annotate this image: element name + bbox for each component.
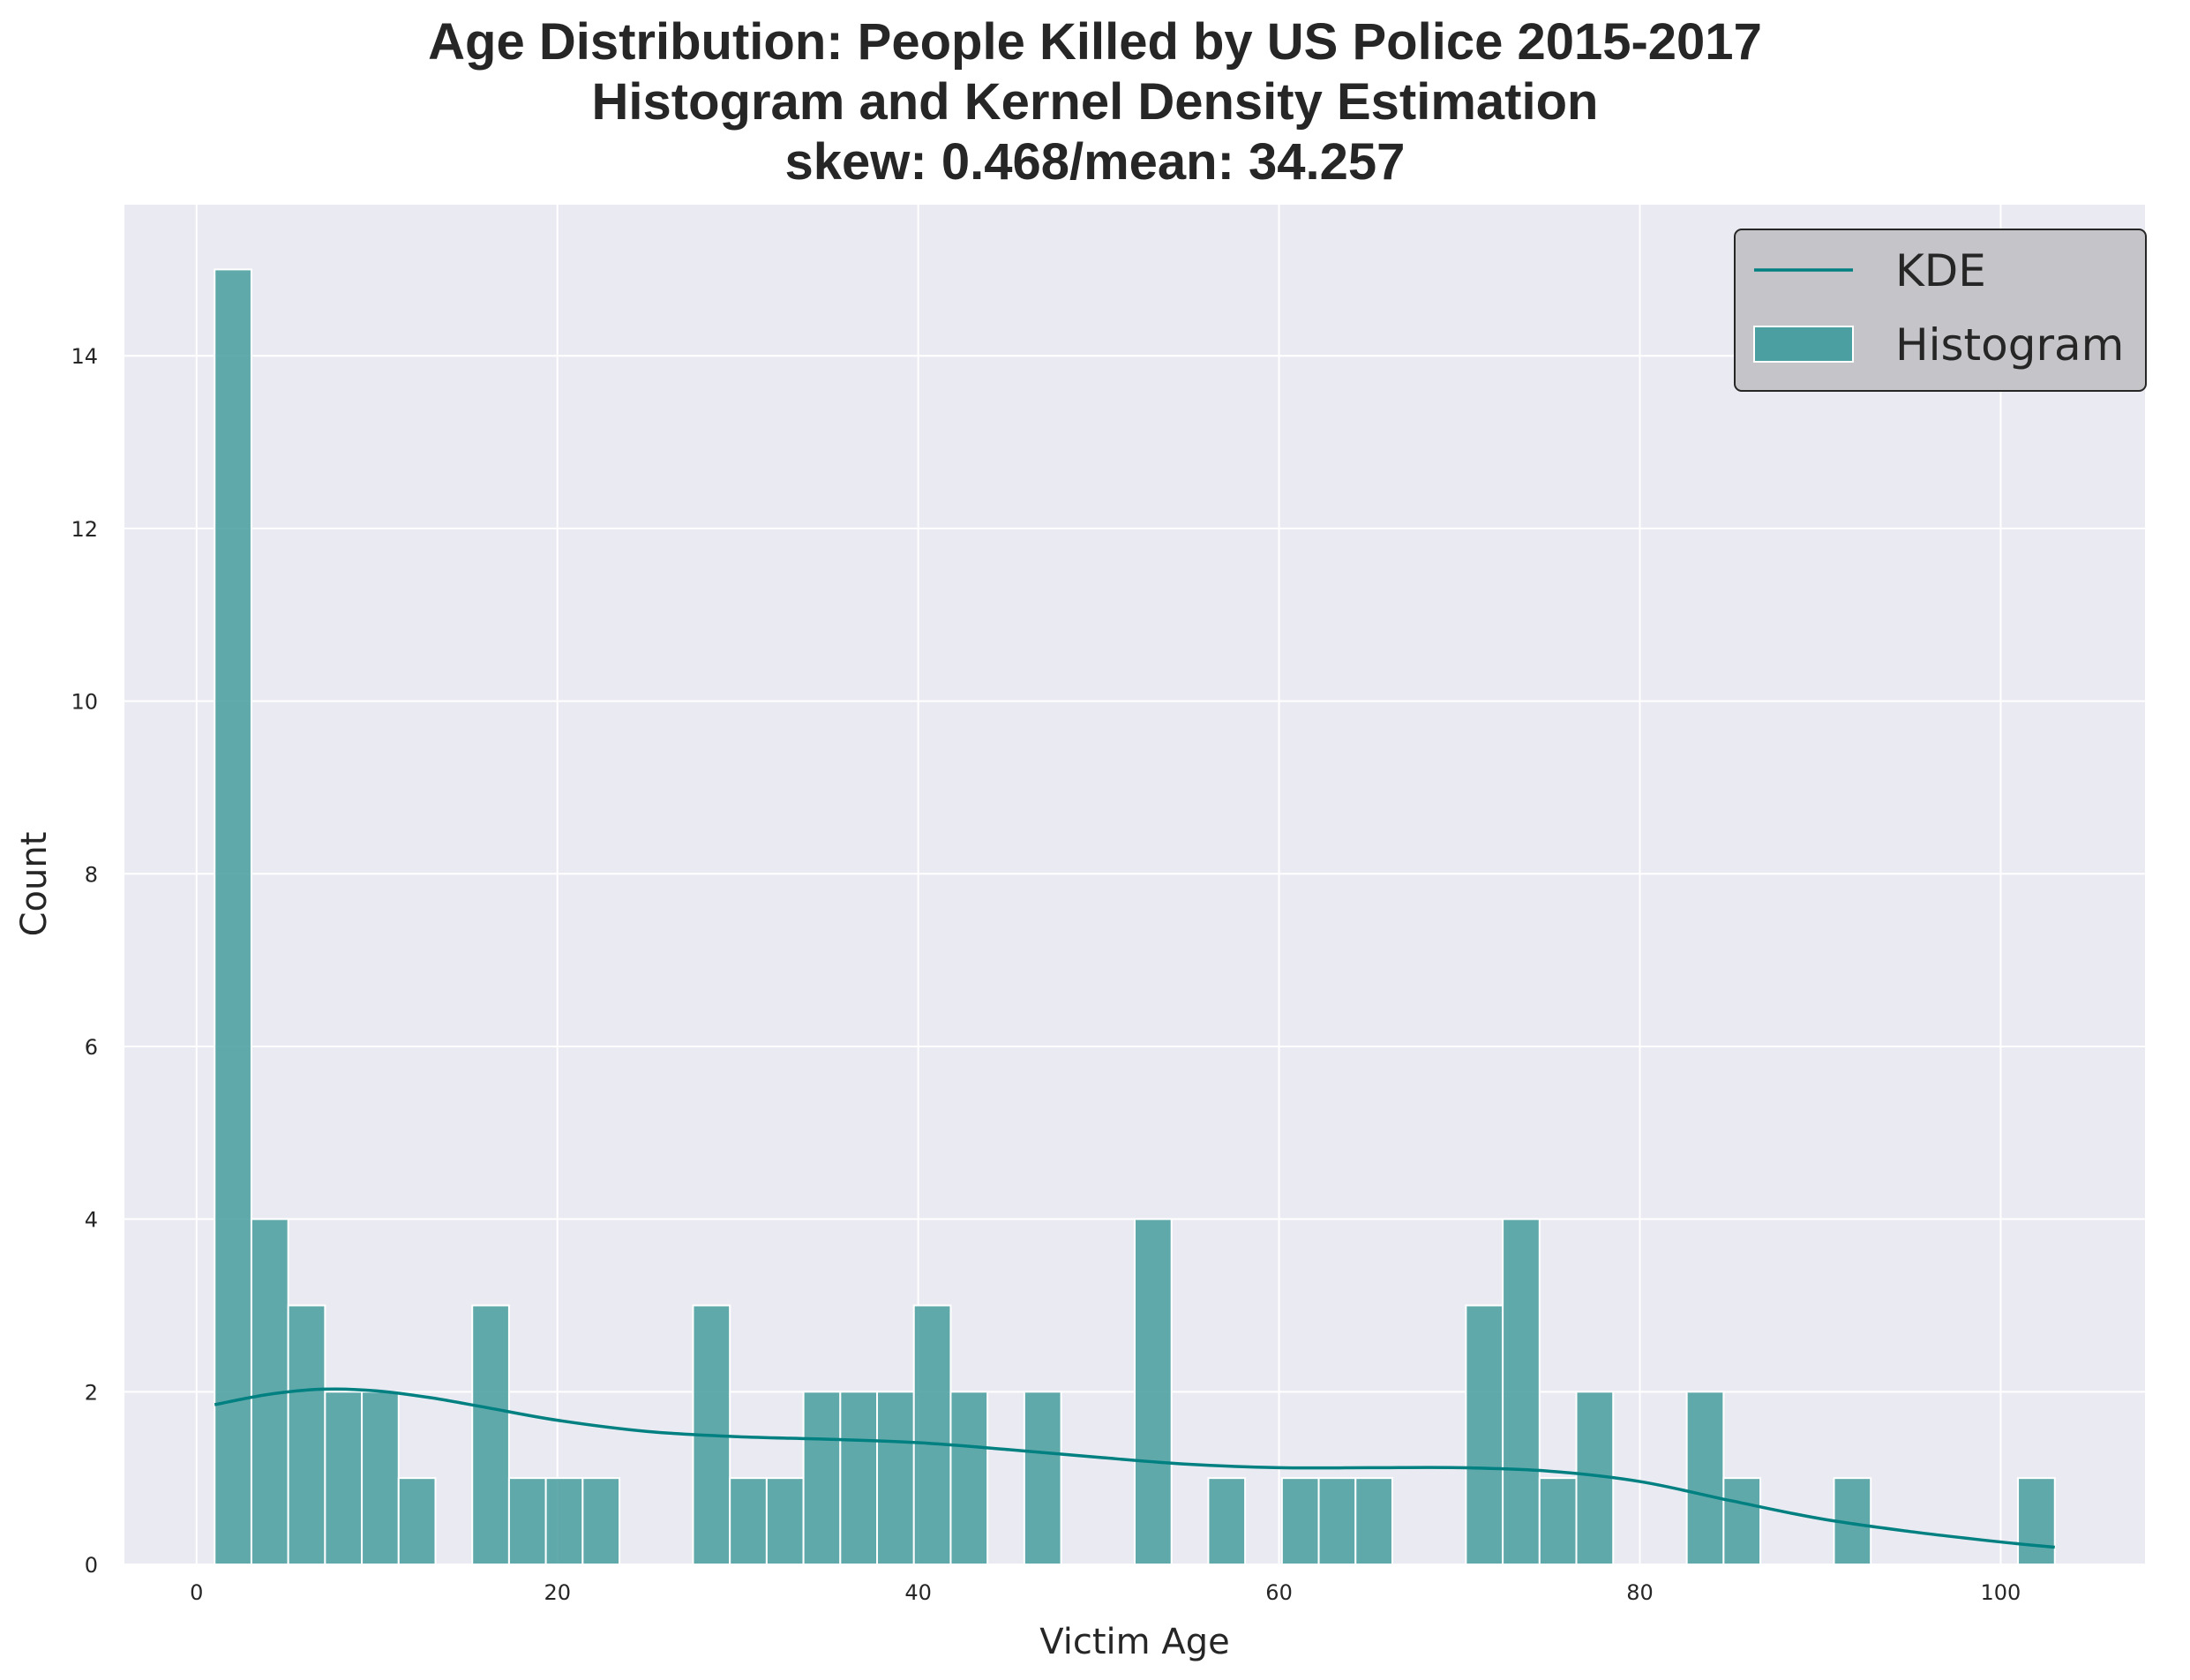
y-tick-label: 8 — [85, 862, 98, 887]
legend-histogram-swatch — [1753, 326, 1854, 363]
histogram-bar — [1207, 1477, 1247, 1565]
histogram-bars — [214, 268, 2056, 1566]
histogram-bar — [839, 1391, 879, 1566]
x-tick-label: 100 — [1981, 1580, 2021, 1605]
kde-line — [214, 1387, 2055, 1549]
histogram-bar — [581, 1477, 621, 1565]
histogram-bar — [1538, 1477, 1578, 1565]
histogram-bar — [287, 1304, 326, 1565]
histogram-bar — [1023, 1391, 1062, 1566]
histogram-bar — [544, 1477, 584, 1565]
y-tick-labels: 0 2 4 6 8 10 12 14 — [71, 344, 98, 1578]
x-tick-label: 0 — [190, 1580, 203, 1605]
x-tick-label: 80 — [1626, 1580, 1654, 1605]
histogram-bar — [1685, 1391, 1725, 1566]
x-tick-label: 40 — [904, 1580, 932, 1605]
histogram-bar — [361, 1391, 400, 1566]
histogram-bar — [729, 1477, 768, 1565]
histogram-bar — [471, 1304, 510, 1565]
chart-title-line-3: skew: 0.468/mean: 34.257 — [784, 133, 1406, 191]
histogram-bar — [802, 1391, 842, 1566]
histogram-bar — [214, 268, 252, 1565]
y-tick-label: 10 — [71, 690, 98, 715]
x-tick-label: 60 — [1265, 1580, 1293, 1605]
histogram-bar — [1722, 1477, 1762, 1565]
y-tick-label: 6 — [85, 1035, 98, 1060]
x-tick-labels: 0 20 40 60 80 100 — [190, 1580, 2021, 1605]
histogram-bar — [2017, 1477, 2056, 1565]
legend-kde-label: KDE — [1895, 245, 1986, 296]
y-tick-label: 4 — [85, 1208, 98, 1233]
histogram-bar — [1134, 1218, 1173, 1565]
chart-title: Age Distribution: People Killed by US Po… — [0, 12, 2190, 192]
y-tick-label: 12 — [71, 517, 98, 542]
y-tick-label: 2 — [85, 1380, 98, 1405]
y-axis-label: Count — [14, 832, 55, 937]
grid-lines — [124, 205, 2145, 1565]
legend: KDE Histogram — [1734, 229, 2147, 392]
x-tick-label: 20 — [544, 1580, 571, 1605]
histogram-bar — [1280, 1477, 1320, 1565]
histogram-bar — [324, 1391, 364, 1566]
histogram-bar — [1354, 1477, 1393, 1565]
histogram-bar — [1317, 1477, 1357, 1565]
chart-title-line-1: Age Distribution: People Killed by US Po… — [428, 13, 1762, 71]
histogram-bar — [507, 1477, 547, 1565]
histogram-bar — [1465, 1304, 1504, 1565]
histogram-bar — [876, 1391, 915, 1566]
histogram-bar — [397, 1477, 437, 1565]
histogram-bar — [1575, 1391, 1615, 1566]
x-axis-label: Victim Age — [1039, 1622, 1229, 1662]
histogram-bar — [912, 1304, 952, 1565]
histogram-bar — [1502, 1218, 1541, 1565]
legend-histogram-label: Histogram — [1895, 319, 2124, 371]
histogram-bar — [949, 1391, 989, 1566]
y-tick-label: 0 — [85, 1553, 98, 1578]
histogram-bar — [765, 1477, 805, 1565]
y-tick-label: 14 — [71, 344, 98, 369]
chart-title-line-2: Histogram and Kernel Density Estimation — [591, 73, 1599, 131]
